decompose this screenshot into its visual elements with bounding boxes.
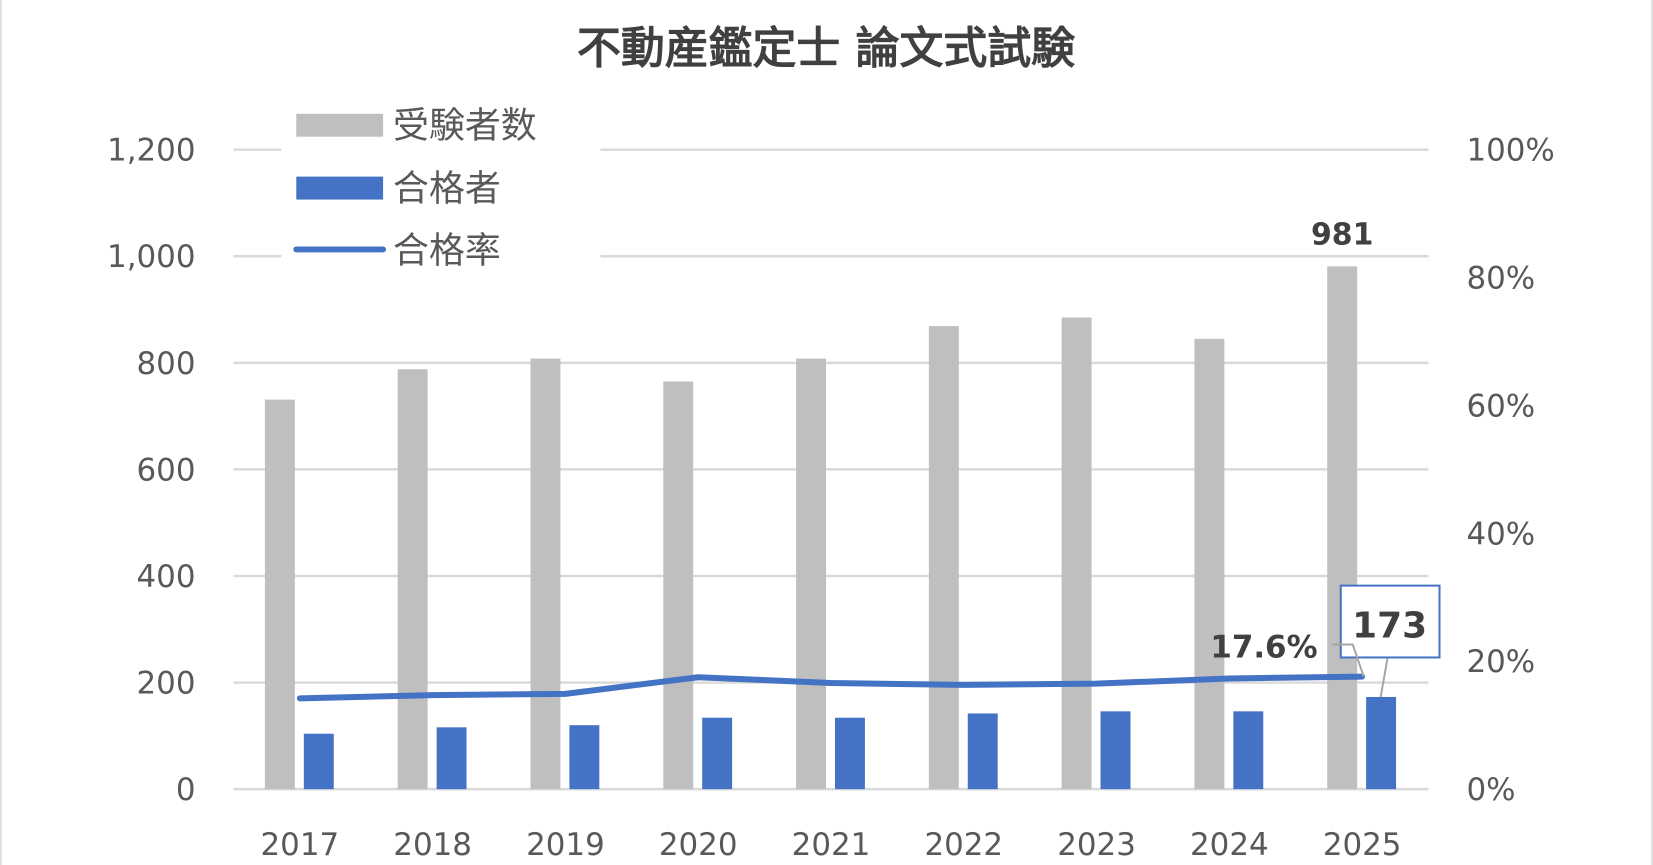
y-left-tick-label: 600 [137, 452, 196, 488]
legend-label: 合格者 [393, 169, 501, 210]
bar-examinees-2021 [796, 358, 827, 790]
y-right-tick-label: 60% [1466, 388, 1535, 424]
bars [264, 266, 1397, 790]
y-right-tick-label: 20% [1466, 644, 1535, 680]
y-left-tick-label: 200 [137, 666, 196, 702]
y-left-tick-label: 0 [176, 772, 196, 808]
data-label-pass-rate: 17.6% [1210, 629, 1317, 665]
bar-passers-2020 [702, 717, 733, 790]
x-tick-label: 2020 [659, 827, 738, 863]
y-left-tick-label: 800 [137, 346, 196, 382]
y-left-tick-label: 1,000 [107, 239, 195, 275]
bar-passers-2022 [967, 713, 998, 790]
y-right-tick-label: 80% [1466, 261, 1535, 297]
x-tick-label: 2021 [792, 827, 871, 863]
bar-examinees-2025 [1327, 266, 1358, 790]
bar-examinees-2019 [530, 358, 561, 790]
data-label-passers: 173 [1352, 606, 1427, 647]
rate-line [296, 673, 1366, 702]
y-left-tick-label: 400 [137, 559, 196, 595]
legend-swatch [296, 176, 384, 200]
chart-title: 不動産鑑定士 論文式試験 [577, 23, 1075, 74]
legend-label: 受験者数 [393, 106, 537, 147]
legend-swatch [296, 113, 384, 137]
bar-examinees-2022 [928, 326, 959, 790]
x-tick-label: 2019 [526, 827, 605, 863]
x-tick-label: 2023 [1057, 827, 1136, 863]
bar-passers-2018 [436, 727, 467, 790]
x-tick-label: 2025 [1323, 827, 1402, 863]
legend-label: 合格率 [393, 230, 501, 271]
axes: 0 200 400 600 800 1,000 1,200 0% 20% 40% 60% 80% 100… [107, 133, 1555, 863]
bar-passers-2024 [1233, 711, 1264, 790]
data-label-examinees: 981 [1311, 217, 1373, 252]
leader-line [1379, 657, 1389, 698]
bar-passers-2023 [1100, 711, 1131, 790]
x-tick-label: 2018 [393, 827, 472, 863]
y-left-tick-label: 1,200 [107, 133, 195, 169]
bar-examinees-2024 [1194, 338, 1225, 790]
data-label-box [1339, 584, 1441, 659]
leader-line [1331, 643, 1365, 677]
bar-passers-2017 [303, 733, 334, 790]
x-tick-label: 2017 [261, 827, 340, 863]
y-right-tick-label: 0% [1466, 772, 1515, 808]
bar-examinees-2018 [397, 369, 428, 790]
bar-passers-2021 [834, 717, 865, 790]
bar-passers-2019 [569, 725, 600, 790]
x-tick-label: 2022 [924, 827, 1003, 863]
bar-examinees-2023 [1061, 317, 1092, 790]
y-right-tick-label: 40% [1466, 516, 1535, 552]
x-tick-label: 2024 [1190, 827, 1269, 863]
bar-passers-2025 [1366, 696, 1397, 790]
data-labels: 981 173 17.6% [1210, 217, 1441, 698]
bar-examinees-2017 [264, 399, 295, 790]
bar-examinees-2020 [663, 381, 694, 790]
y-right-tick-label: 100% [1466, 133, 1554, 169]
